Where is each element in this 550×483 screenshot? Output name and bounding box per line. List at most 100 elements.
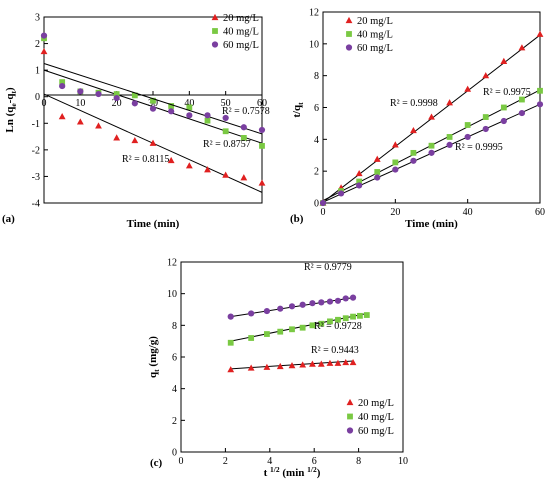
data-point-s0-3	[276, 362, 284, 370]
y-tick-label: 0	[172, 448, 177, 459]
data-point-s2-5	[131, 100, 138, 107]
data-point-s0-8	[464, 85, 472, 92]
data-point-s2-11	[349, 294, 357, 301]
x-axis-label: Time (min)	[405, 218, 458, 230]
data-point-s2-1	[59, 82, 66, 90]
data-point-s1-7	[446, 134, 453, 140]
data-point-s2-0	[319, 199, 327, 207]
y-axis-label-part: )	[4, 87, 16, 91]
data-point-s2-10	[342, 295, 349, 302]
data-point-s2-11	[518, 109, 526, 117]
data-point-s2-9	[482, 125, 489, 133]
y-tick-label: 8	[172, 321, 177, 332]
data-point-s0-8	[326, 359, 334, 366]
legend-marker-0	[211, 13, 219, 21]
data-point-s1-6	[428, 142, 435, 149]
y-axis-label-part: t	[9, 91, 18, 94]
y-tick-label: 2	[35, 39, 40, 50]
y-axis-label-part: (mg/g)	[147, 336, 159, 370]
data-point-s0-7	[446, 99, 453, 106]
data-point-s1-10	[500, 104, 507, 111]
data-point-s1-1	[248, 335, 255, 341]
y-tick-label: 0	[35, 92, 40, 103]
legend-label: 60 mg/L	[358, 426, 394, 437]
r-squared-label: R² = 0.7578	[222, 106, 270, 117]
data-point-s2-10	[500, 117, 507, 125]
data-point-s1-11	[519, 96, 525, 103]
data-point-s0-4	[113, 134, 121, 141]
data-point-s2-2	[77, 88, 84, 95]
x-tick-label: 40	[463, 207, 473, 218]
plot-frame	[43, 16, 263, 204]
legend-label: 40 mg/L	[223, 27, 259, 38]
y-axis-label: t/qt	[291, 102, 305, 118]
legend-label: 40 mg/L	[358, 412, 394, 423]
r-squared-label: R² = 0.8757	[203, 139, 251, 150]
x-tick-label: 0	[321, 207, 326, 218]
data-point-s2-3	[277, 305, 284, 312]
data-point-s0-6	[428, 113, 435, 120]
legend-marker-1	[346, 31, 352, 37]
legend-marker-2	[346, 427, 354, 434]
y-axis-label-part: t	[296, 102, 305, 105]
y-tick-label: 4	[314, 135, 319, 146]
data-point-s2-8	[464, 133, 471, 141]
data-point-s0-11	[518, 44, 526, 51]
data-point-s0-5	[131, 136, 139, 144]
x-tick-label: 20	[390, 207, 400, 218]
data-point-s1-6	[150, 97, 156, 104]
data-point-s2-7	[446, 141, 453, 149]
data-point-s2-6	[149, 105, 157, 112]
y-tick-label: -1	[32, 119, 40, 130]
legend-label: 60 mg/L	[223, 40, 259, 51]
r-squared-label: R² = 0.9779	[304, 262, 352, 273]
y-axis-label: Ln (qe-qt)	[4, 87, 18, 133]
x-axis-label-part: t	[264, 467, 270, 479]
y-tick-label: 3	[35, 13, 40, 24]
data-point-s2-8	[186, 112, 193, 119]
x-tick-label: 2	[223, 456, 228, 467]
y-axis-label: qt (mg/g)	[147, 336, 161, 378]
data-point-s0-0	[227, 366, 235, 373]
data-point-s0-4	[391, 141, 399, 148]
x-axis-label: t 1/2 (min 1/2)	[264, 465, 321, 479]
data-point-s0-8	[185, 162, 193, 169]
data-point-s0-11	[240, 174, 248, 181]
data-point-s1-0	[227, 339, 234, 346]
legend-marker-1	[347, 413, 353, 420]
y-axis-label-part: t/q	[291, 104, 303, 118]
y-tick-label: 10	[309, 39, 319, 50]
data-point-s2-5	[299, 301, 306, 308]
x-tick-label: 6	[312, 456, 317, 467]
data-point-s1-2	[356, 178, 363, 185]
y-tick-label: 12	[167, 258, 177, 269]
data-point-s1-9	[204, 117, 211, 124]
data-point-s1-13	[363, 312, 370, 318]
x-tick-label: 10	[75, 98, 85, 109]
legend-label: 40 mg/L	[357, 30, 393, 41]
legend-label: 60 mg/L	[357, 43, 393, 54]
x-tick-label: 0	[179, 456, 184, 467]
data-point-s2-7	[318, 299, 325, 306]
y-tick-label: 2	[172, 416, 177, 427]
data-point-s1-3	[277, 328, 284, 335]
data-point-s2-5	[410, 157, 417, 164]
data-point-s2-2	[356, 182, 363, 189]
y-axis-label-part: -q	[4, 93, 16, 104]
x-tick-label: 40	[184, 98, 194, 109]
data-point-s1-1	[59, 79, 66, 85]
data-point-s1-10	[222, 128, 229, 135]
data-point-s0-7	[167, 156, 175, 164]
data-point-s2-4	[392, 166, 399, 173]
data-point-s1-4	[113, 91, 120, 97]
x-axis-label-part: (min	[280, 467, 308, 479]
data-point-s0-3	[373, 155, 381, 162]
plot-frame	[180, 261, 404, 453]
data-point-s2-6	[428, 149, 435, 156]
legend-label: 20 mg/L	[357, 16, 393, 27]
data-point-s2-12	[258, 126, 266, 134]
data-point-s0-12	[536, 30, 544, 37]
y-axis-label-part: t	[152, 369, 161, 372]
x-axis-label-part: 1/2	[307, 465, 317, 474]
